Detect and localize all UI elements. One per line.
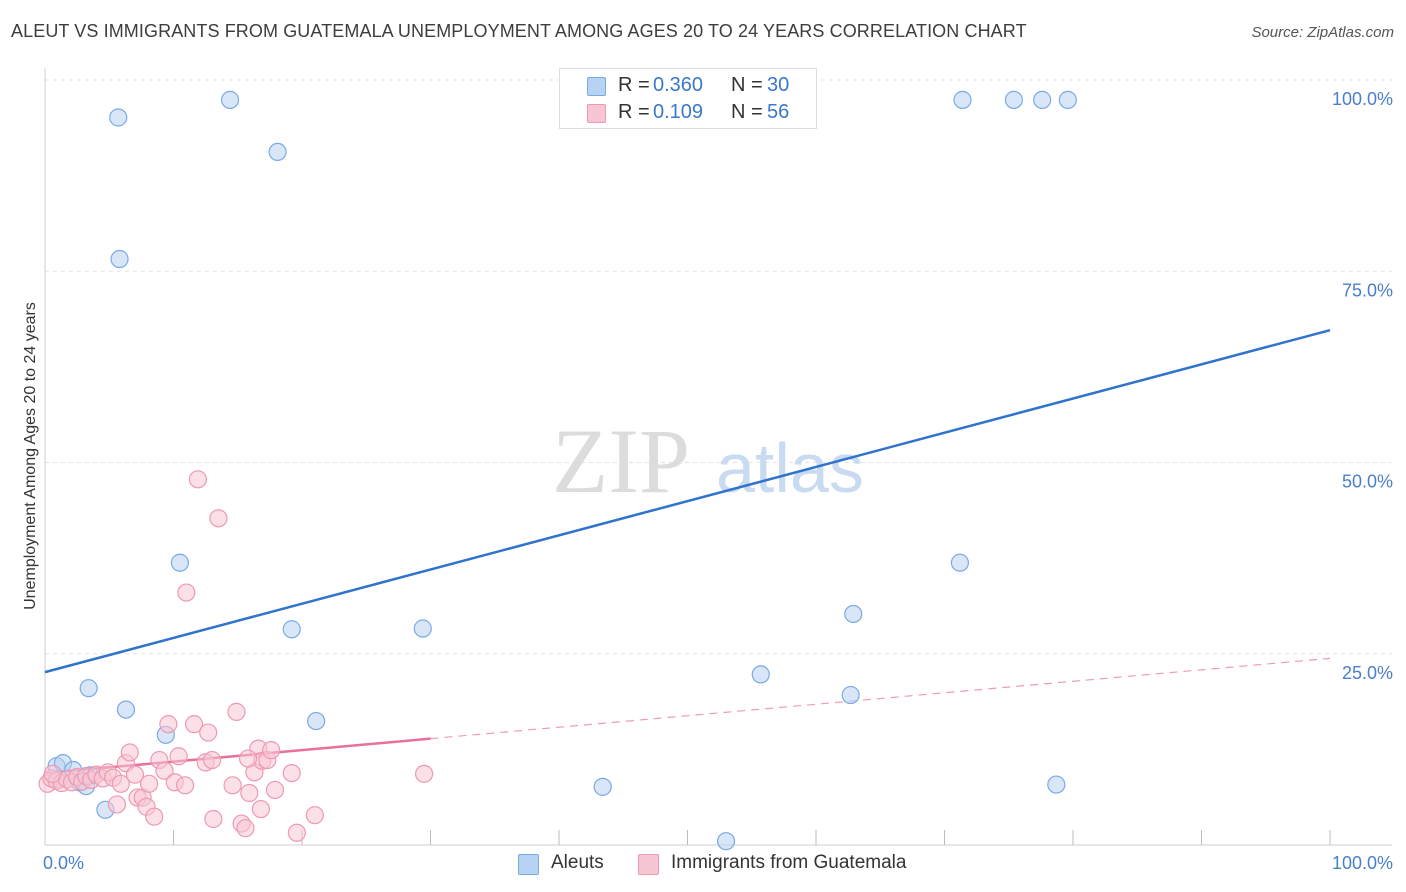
stats-row-guatemala: R = 0.109 N = 56 bbox=[560, 101, 816, 127]
aleuts-trend-line bbox=[44, 328, 1331, 674]
legend-label: Aleuts bbox=[551, 852, 604, 873]
r-value: 0.109 bbox=[653, 101, 704, 123]
aleuts-point bbox=[844, 604, 863, 624]
guatemala-swatch bbox=[587, 104, 606, 123]
guatemala-point bbox=[125, 765, 145, 784]
guatemala-point bbox=[177, 583, 196, 602]
guatemala-point bbox=[175, 776, 195, 795]
r-value: 0.360 bbox=[653, 74, 704, 96]
aleuts-point bbox=[220, 90, 240, 109]
aleuts-point bbox=[1058, 90, 1077, 109]
guatemala-point bbox=[240, 783, 259, 803]
guatemala-point bbox=[204, 809, 223, 829]
aleuts-point bbox=[109, 108, 128, 127]
guatemala-point bbox=[139, 774, 159, 793]
guatemala-point bbox=[209, 509, 228, 528]
chart-title: ALEUT VS IMMIGRANTS FROM GUATEMALA UNEMP… bbox=[11, 21, 1027, 41]
stats-legend: R = 0.360 N = 30 R = 0.109 N = 56 bbox=[559, 68, 817, 129]
aleuts-point bbox=[716, 832, 736, 851]
source-label: Source: ZipAtlas.com bbox=[1251, 24, 1394, 41]
aleuts-legend-swatch bbox=[518, 854, 539, 875]
guatemala-trend-extension bbox=[430, 657, 1331, 740]
guatemala-point bbox=[107, 795, 127, 814]
aleuts-point bbox=[170, 553, 190, 572]
guatemala-point bbox=[236, 819, 255, 838]
aleuts-point bbox=[413, 619, 432, 638]
stats-row-aleuts: R = 0.360 N = 30 bbox=[560, 74, 816, 100]
guatemala-point bbox=[120, 743, 139, 762]
guatemala-point bbox=[159, 715, 178, 734]
aleuts-point bbox=[950, 553, 970, 572]
guatemala-point bbox=[282, 763, 301, 783]
guatemala-legend-swatch bbox=[638, 854, 659, 875]
guatemala-point bbox=[251, 799, 270, 819]
aleuts-point bbox=[116, 700, 136, 719]
watermark-atlas: atlas bbox=[716, 429, 864, 507]
aleuts-point bbox=[110, 249, 129, 269]
aleuts-point bbox=[593, 777, 612, 796]
watermark-zip: ZIP bbox=[552, 410, 690, 512]
guatemala-point bbox=[199, 723, 218, 742]
r-label: R = bbox=[618, 74, 650, 96]
guatemala-point bbox=[188, 470, 208, 489]
guatemala-point bbox=[184, 715, 204, 734]
watermark: ZIP atlas bbox=[552, 410, 864, 512]
legend-label: Immigrants from Guatemala bbox=[671, 852, 907, 873]
guatemala-point bbox=[145, 807, 164, 826]
guatemala-point bbox=[414, 764, 434, 783]
guatemala-point bbox=[43, 764, 62, 783]
guatemala-point bbox=[238, 749, 258, 768]
y-axis-title: Unemployment Among Ages 20 to 24 years bbox=[22, 302, 39, 610]
n-value: 30 bbox=[767, 74, 790, 96]
aleuts-point bbox=[751, 665, 770, 684]
guatemala-point bbox=[265, 780, 285, 800]
guatemala-point bbox=[305, 806, 324, 825]
y-tick-label: 25.0% bbox=[1342, 663, 1393, 683]
guatemala-point bbox=[223, 776, 242, 795]
aleuts-point bbox=[841, 685, 860, 705]
aleuts-point bbox=[1004, 90, 1023, 109]
x-tick-label: 0.0% bbox=[43, 853, 84, 873]
guatemala-point bbox=[287, 823, 306, 842]
guatemala-point bbox=[262, 741, 281, 760]
aleuts-swatch bbox=[587, 77, 606, 96]
r-label: R = bbox=[618, 101, 650, 123]
n-label: N = bbox=[731, 101, 763, 123]
aleuts-point bbox=[307, 711, 326, 731]
aleuts-point bbox=[268, 142, 287, 162]
guatemala-point bbox=[202, 750, 222, 770]
guatemala-point bbox=[155, 761, 174, 780]
aleuts-point bbox=[79, 679, 98, 698]
series-legend: Aleuts Immigrants from Guatemala bbox=[0, 852, 1406, 878]
points-layer bbox=[38, 90, 1077, 851]
label-layer: 100.0% 75.0% 50.0% 25.0% 0.0% 100.0% bbox=[43, 89, 1393, 873]
guatemala-point bbox=[169, 747, 188, 766]
y-tick-label: 75.0% bbox=[1342, 280, 1393, 300]
aleuts-point bbox=[1033, 90, 1052, 109]
n-label: N = bbox=[731, 74, 763, 96]
guatemala-point bbox=[111, 774, 130, 793]
aleuts-point bbox=[1047, 775, 1066, 794]
n-value: 56 bbox=[767, 101, 790, 123]
y-tick-label: 100.0% bbox=[1332, 89, 1393, 109]
guatemala-point bbox=[227, 702, 246, 721]
aleuts-point bbox=[953, 90, 972, 109]
aleuts-point bbox=[282, 620, 301, 639]
x-tick-label: 100.0% bbox=[1332, 853, 1393, 873]
y-tick-label: 50.0% bbox=[1342, 472, 1393, 492]
